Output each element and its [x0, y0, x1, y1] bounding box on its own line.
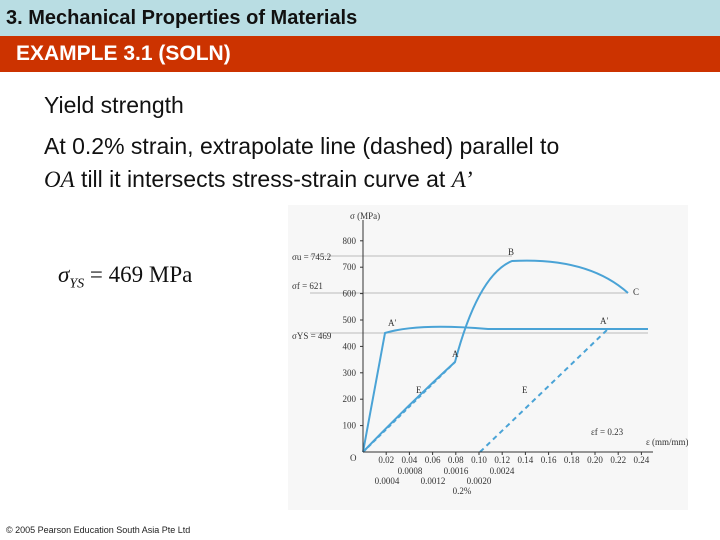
small-tick-label: 0.0004	[375, 476, 400, 486]
stress-strain-figure: σ (MPa) ε (mm/mm) σu = 745.2 σf = 621 σY…	[288, 205, 688, 510]
text: = 469 MPa	[84, 262, 193, 287]
x-tick-label: 0.16	[541, 455, 557, 465]
annotation: 0.2%	[453, 486, 472, 496]
small-tick-label: 0.0024	[490, 466, 515, 476]
point-label: A	[452, 349, 459, 359]
annotation: εf = 0.23	[591, 427, 624, 437]
text-line: At 0.2% strain, extrapolate line (dashed…	[44, 133, 560, 159]
header-bar: 3. Mechanical Properties of Materials	[0, 0, 720, 36]
point-label: O	[350, 453, 357, 463]
y-tick-label: 400	[343, 341, 357, 351]
axes	[362, 220, 653, 453]
figure-background	[288, 205, 688, 510]
y-tick-label: 700	[343, 262, 357, 272]
x-axis-label: ε (mm/mm)	[646, 437, 688, 447]
text: till it intersects stress-strain curve a…	[74, 166, 452, 192]
symbol: σ	[58, 262, 70, 287]
point-label: E	[522, 385, 528, 395]
y-tick-label: 600	[343, 289, 357, 299]
curves	[362, 259, 648, 453]
subscript: YS	[69, 276, 85, 292]
y-axis-label: σ (MPa)	[350, 211, 380, 221]
x-tick-label: 0.10	[471, 455, 487, 465]
y-tick-label: 300	[343, 368, 357, 378]
slide-title: 3. Mechanical Properties of Materials	[6, 7, 358, 29]
y-tick-label: 800	[343, 236, 357, 246]
point-label: A′	[600, 316, 608, 326]
small-tick-label: 0.0012	[421, 476, 446, 486]
x-tick-label: 0.18	[564, 455, 580, 465]
point-label: A′	[388, 318, 396, 328]
y-tick-label: 200	[343, 394, 357, 404]
x-tick-label: 0.04	[402, 455, 418, 465]
annotation: σYS = 469	[292, 331, 332, 341]
x-tick-label: 0.02	[378, 455, 394, 465]
x-tick-label: 0.20	[587, 455, 603, 465]
italic-text: A’	[451, 167, 473, 192]
point-label: C	[633, 287, 639, 297]
footer: © 2005 Pearson Education South Asia Pte …	[6, 525, 191, 535]
x-tick-label: 0.14	[518, 455, 534, 465]
result: σYS = 469 MPa	[58, 262, 192, 293]
annotation: σf = 621	[292, 281, 323, 291]
italic-text: OA	[44, 167, 75, 192]
point-label: B	[508, 247, 514, 257]
subtitle-bar: EXAMPLE 3.1 (SOLN)	[0, 36, 720, 72]
point-label: E	[416, 385, 422, 395]
y-tick-label: 100	[343, 421, 357, 431]
heading: Yield strength	[44, 92, 184, 118]
small-tick-label: 0.0008	[398, 466, 423, 476]
small-tick-label: 0.0020	[467, 476, 492, 486]
text-line: OA till it intersects stress-strain curv…	[44, 166, 473, 193]
x-tick-label: 0.08	[448, 455, 464, 465]
small-tick-label: 0.0016	[444, 466, 469, 476]
x-tick-label: 0.22	[610, 455, 626, 465]
x-tick-label: 0.06	[425, 455, 441, 465]
annotation: σu = 745.2	[292, 252, 331, 262]
x-tick-label: 0.24	[634, 455, 650, 465]
y-tick-label: 500	[343, 315, 357, 325]
x-tick-label: 0.12	[494, 455, 510, 465]
slide-subtitle: EXAMPLE 3.1 (SOLN)	[16, 42, 231, 65]
